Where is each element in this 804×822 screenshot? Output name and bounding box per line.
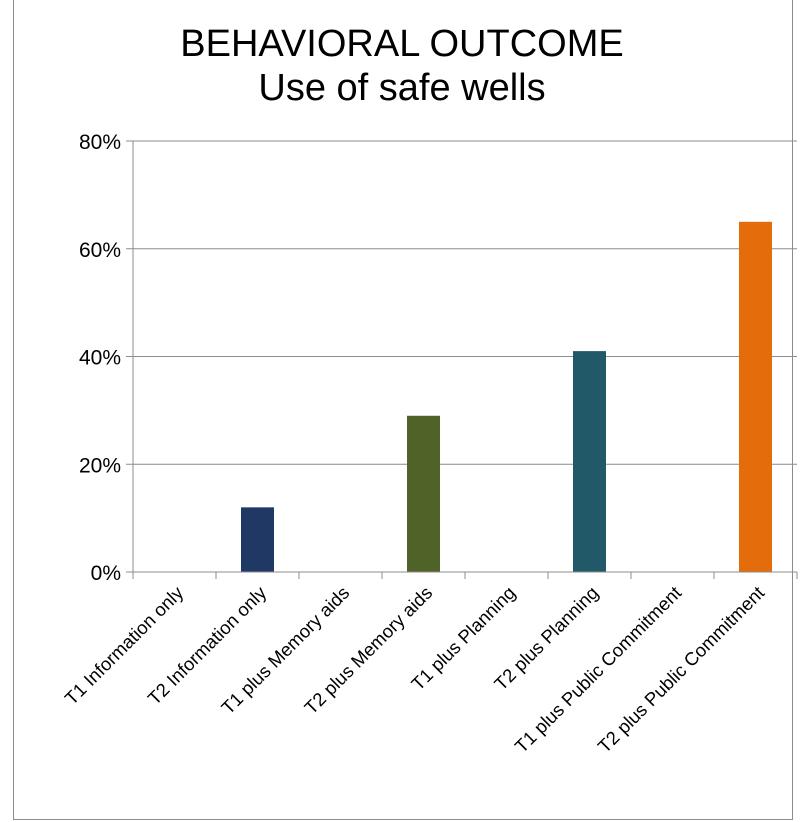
chart-title: BEHAVIORAL OUTCOME Use of safe wells — [0, 22, 804, 110]
y-tick-label: 0% — [91, 562, 121, 585]
gridlines — [133, 140, 797, 465]
x-category-label: T2 plus Public Commitment — [594, 582, 769, 757]
bar — [407, 415, 440, 572]
axes — [126, 140, 798, 579]
bar — [573, 351, 606, 572]
chart-frame — [13, 0, 793, 820]
chart-subtitle: Use of safe wells — [258, 67, 546, 109]
y-tick-labels: 0% 20% 40% 60% 80% — [79, 131, 121, 585]
y-tick-label: 40% — [79, 347, 121, 370]
chart-title-line1: BEHAVIORAL OUTCOME — [180, 23, 624, 65]
x-category-label: T1 plus Public Commitment — [511, 582, 686, 757]
bar — [241, 507, 274, 572]
y-tick-label: 80% — [79, 131, 121, 154]
y-tick-label: 20% — [79, 454, 121, 477]
y-tick-label: 60% — [79, 239, 121, 262]
bars — [241, 221, 772, 572]
bar — [739, 221, 772, 572]
